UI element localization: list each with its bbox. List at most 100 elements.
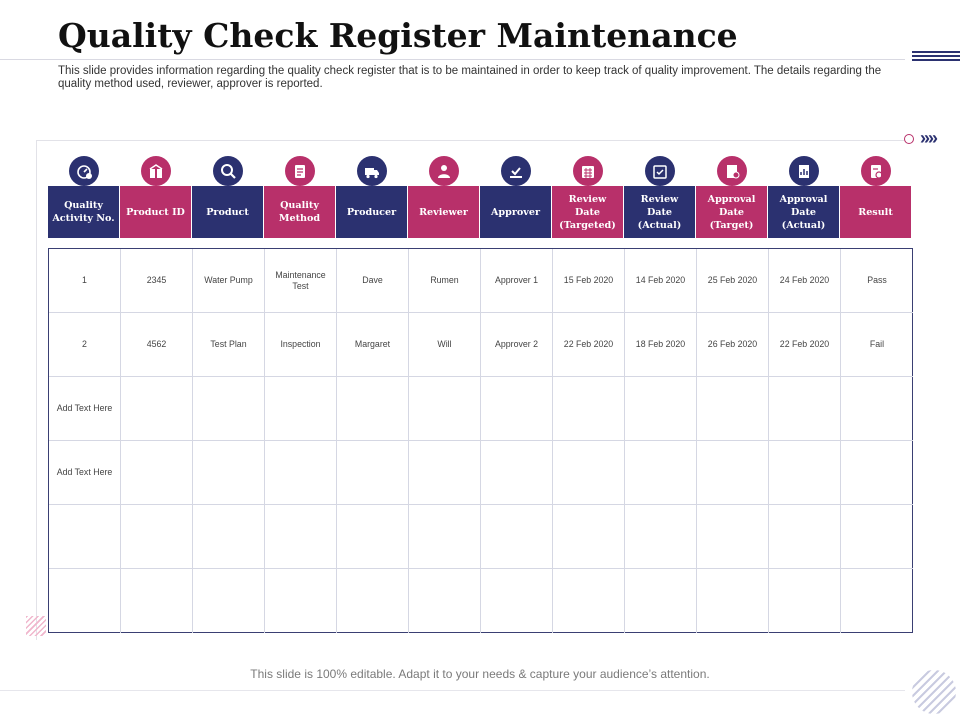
table-cell (769, 441, 841, 505)
table-cell (697, 569, 769, 633)
table-cell: 4562 (121, 313, 193, 377)
table-cell (49, 569, 121, 633)
stripe-decoration (26, 616, 46, 636)
table-cell: 2 (49, 313, 121, 377)
table-cell (769, 377, 841, 441)
table-cell (265, 569, 337, 633)
column-header: Approval Date (Target) (696, 186, 767, 238)
footer-note: This slide is 100% editable. Adapt it to… (250, 667, 710, 681)
table-cell: Add Text Here (49, 441, 121, 505)
column-header: Review Date (Targeted) (552, 186, 623, 238)
table-cell (409, 569, 481, 633)
table-cell (121, 441, 193, 505)
table-cell (337, 569, 409, 633)
table-cell: 2345 (121, 249, 193, 313)
table-cell: 22 Feb 2020 (769, 313, 841, 377)
table-cell (769, 505, 841, 569)
table-cell (697, 505, 769, 569)
clipboard-result-icon (861, 156, 891, 186)
decorative-lines (912, 51, 960, 63)
column-header: Quality Activity No. (48, 186, 119, 238)
table-cell (121, 377, 193, 441)
table-cell (769, 569, 841, 633)
table-cell: Approver 2 (481, 313, 553, 377)
table-cell (841, 377, 913, 441)
table-cell (193, 377, 265, 441)
hand-check-icon (501, 156, 531, 186)
table-cell: 22 Feb 2020 (553, 313, 625, 377)
table-cell: Maintenance Test (265, 249, 337, 313)
clipboard-checklist-icon (285, 156, 315, 186)
document-approval-icon (717, 156, 747, 186)
table-cell (265, 441, 337, 505)
table-cell: Fail (841, 313, 913, 377)
frame-left-border (36, 140, 37, 640)
table-cell: 26 Feb 2020 (697, 313, 769, 377)
table-cell: Add Text Here (49, 377, 121, 441)
table-cell: 18 Feb 2020 (625, 313, 697, 377)
column-header: Approver (480, 186, 551, 238)
table-cell: 15 Feb 2020 (553, 249, 625, 313)
table-cell: Will (409, 313, 481, 377)
column-header: Approval Date (Actual) (768, 186, 839, 238)
table-cell: Rumen (409, 249, 481, 313)
table-cell (553, 505, 625, 569)
table-cell: Pass (841, 249, 913, 313)
column-header: Reviewer (408, 186, 479, 238)
table-cell: Dave (337, 249, 409, 313)
striped-circle-decoration (912, 670, 956, 714)
person-reviewer-icon (429, 156, 459, 186)
table-cell: 24 Feb 2020 (769, 249, 841, 313)
table-cell (121, 569, 193, 633)
column-header: Product ID (120, 186, 191, 238)
table-cell: 25 Feb 2020 (697, 249, 769, 313)
table-cell (121, 505, 193, 569)
table-cell (841, 505, 913, 569)
table-cell (625, 441, 697, 505)
product-box-icon (141, 156, 171, 186)
document-chart-icon (789, 156, 819, 186)
table-cell (481, 505, 553, 569)
table-cell (193, 441, 265, 505)
table-cell (553, 569, 625, 633)
table-cell (697, 377, 769, 441)
footer-divider (0, 690, 905, 691)
table-cell (409, 505, 481, 569)
column-header: Quality Method (264, 186, 335, 238)
table-cell: Water Pump (193, 249, 265, 313)
table-cell (841, 569, 913, 633)
delivery-truck-icon (357, 156, 387, 186)
table-cell (193, 569, 265, 633)
table-cell (265, 505, 337, 569)
calendar-grid-icon (573, 156, 603, 186)
table-cell: Approver 1 (481, 249, 553, 313)
table-cell (49, 505, 121, 569)
ring-icon (904, 134, 914, 144)
page-description: This slide provides information regardin… (58, 65, 882, 90)
table-cell: Test Plan (193, 313, 265, 377)
gauge-settings-icon (69, 156, 99, 186)
column-header: Producer (336, 186, 407, 238)
table-cell (409, 441, 481, 505)
frame-top-border (36, 140, 904, 141)
table-cell (697, 441, 769, 505)
table-cell (481, 441, 553, 505)
table-cell (193, 505, 265, 569)
table-cell (625, 505, 697, 569)
title-divider (0, 59, 905, 60)
table-cell (625, 569, 697, 633)
chevrons-right-icon: ›››› (920, 128, 938, 148)
calendar-check-icon (645, 156, 675, 186)
table-cell: Inspection (265, 313, 337, 377)
table-cell (481, 569, 553, 633)
table-cell (265, 377, 337, 441)
magnifier-search-icon (213, 156, 243, 186)
register-grid: 1 2345 Water Pump Maintenance Test Dave Rumen… (48, 248, 913, 633)
column-header: Product (192, 186, 263, 238)
table-cell (481, 377, 553, 441)
table-cell: 14 Feb 2020 (625, 249, 697, 313)
table-cell (553, 441, 625, 505)
column-header: Result (840, 186, 911, 238)
table-cell (337, 441, 409, 505)
page-title: Quality Check Register Maintenance (58, 16, 738, 55)
